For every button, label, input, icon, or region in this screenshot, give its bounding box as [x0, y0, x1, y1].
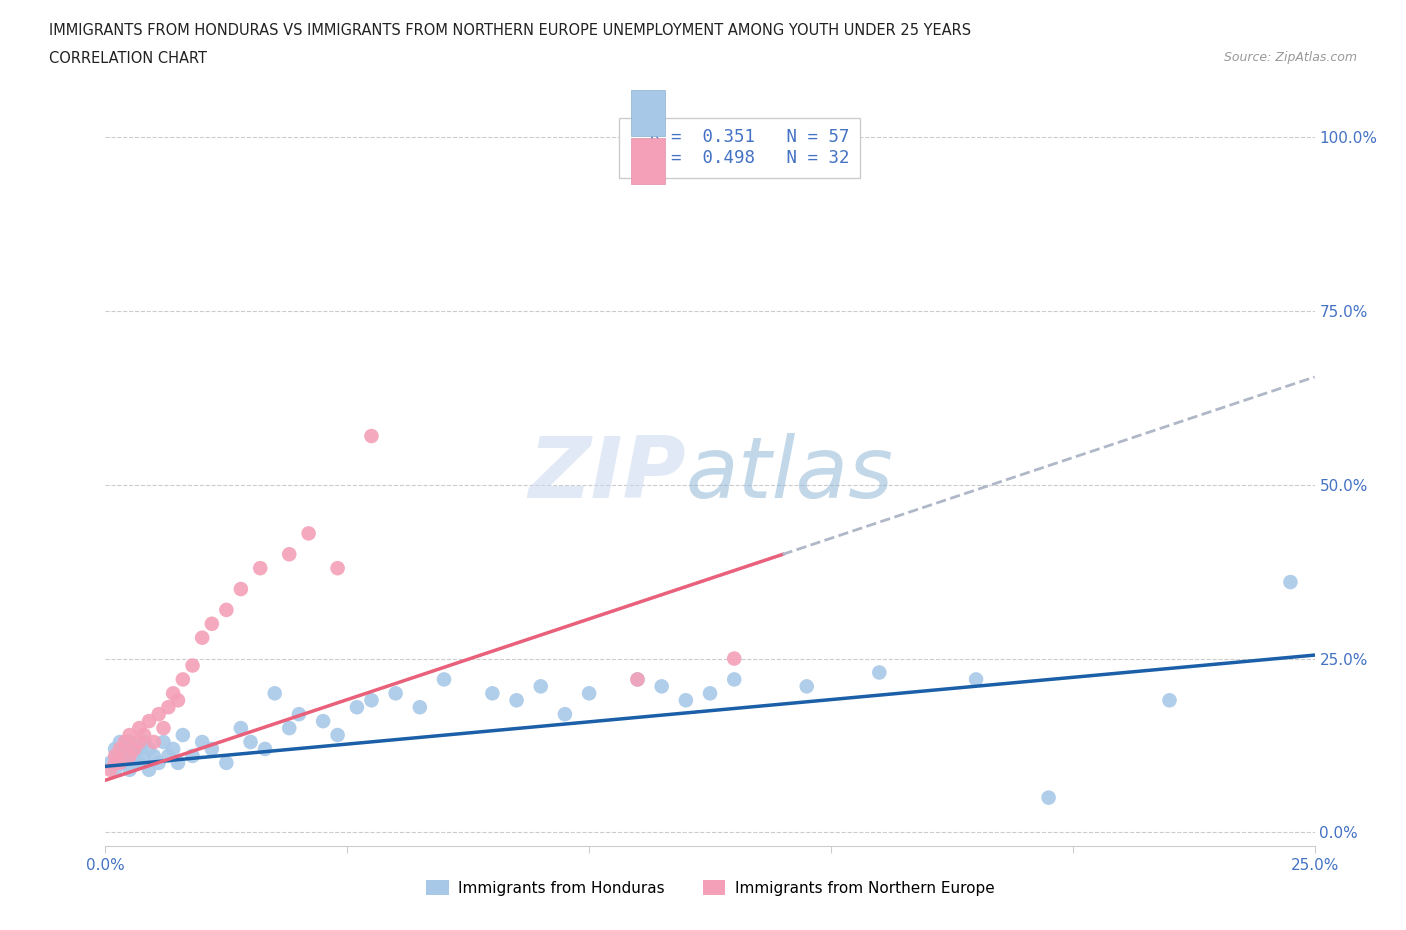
- Point: [215, 755, 238, 770]
- Point: [138, 741, 160, 756]
- Point: [118, 763, 141, 777]
- Point: [326, 561, 349, 576]
- Point: [162, 686, 184, 701]
- Point: [215, 603, 238, 618]
- Point: [651, 679, 673, 694]
- Point: [229, 581, 252, 596]
- Point: [278, 547, 301, 562]
- Text: ZIP: ZIP: [529, 432, 686, 516]
- Text: R =  0.351   N = 57
  R =  0.498   N = 32: R = 0.351 N = 57 R = 0.498 N = 32: [628, 128, 849, 167]
- Point: [723, 672, 745, 687]
- Point: [108, 749, 131, 764]
- Point: [249, 561, 271, 576]
- Point: [554, 707, 576, 722]
- Point: [409, 699, 432, 714]
- Point: [433, 672, 456, 687]
- Point: [148, 755, 170, 770]
- Point: [172, 727, 194, 742]
- Point: [675, 693, 697, 708]
- Point: [181, 658, 204, 673]
- Point: [723, 651, 745, 666]
- Point: [530, 679, 553, 694]
- Point: [1038, 790, 1060, 805]
- Legend: Immigrants from Honduras, Immigrants from Northern Europe: Immigrants from Honduras, Immigrants fro…: [419, 873, 1001, 902]
- Point: [278, 721, 301, 736]
- Point: [360, 693, 382, 708]
- Point: [138, 763, 160, 777]
- Point: [128, 721, 150, 736]
- Point: [104, 749, 127, 764]
- FancyBboxPatch shape: [631, 89, 665, 136]
- Point: [108, 741, 131, 756]
- Point: [1279, 575, 1302, 590]
- Point: [297, 526, 319, 541]
- Point: [118, 735, 141, 750]
- Point: [124, 755, 146, 770]
- Point: [162, 741, 184, 756]
- Point: [239, 735, 262, 750]
- Point: [263, 686, 285, 701]
- Point: [134, 727, 156, 742]
- Point: [481, 686, 503, 701]
- Text: atlas: atlas: [686, 432, 894, 516]
- Point: [254, 741, 277, 756]
- Point: [578, 686, 600, 701]
- Point: [114, 735, 136, 750]
- Point: [288, 707, 311, 722]
- Point: [134, 735, 156, 750]
- Point: [157, 699, 180, 714]
- Point: [118, 727, 141, 742]
- FancyBboxPatch shape: [631, 138, 665, 184]
- Point: [108, 735, 131, 750]
- Point: [384, 686, 406, 701]
- Point: [172, 672, 194, 687]
- Point: [104, 755, 127, 770]
- Point: [201, 617, 224, 631]
- Point: [152, 721, 174, 736]
- Point: [626, 672, 648, 687]
- Point: [104, 741, 127, 756]
- Point: [128, 755, 150, 770]
- Text: CORRELATION CHART: CORRELATION CHART: [49, 51, 207, 66]
- Point: [965, 672, 987, 687]
- Point: [191, 735, 214, 750]
- Point: [346, 699, 368, 714]
- Point: [114, 755, 136, 770]
- Point: [868, 665, 890, 680]
- Point: [104, 763, 127, 777]
- Point: [505, 693, 527, 708]
- Point: [360, 429, 382, 444]
- Point: [312, 713, 335, 728]
- Point: [124, 741, 146, 756]
- Point: [229, 721, 252, 736]
- Point: [98, 763, 121, 777]
- Point: [152, 735, 174, 750]
- Point: [326, 727, 349, 742]
- Point: [118, 749, 141, 764]
- Point: [134, 749, 156, 764]
- Point: [124, 749, 146, 764]
- Point: [148, 707, 170, 722]
- Point: [98, 755, 121, 770]
- Text: IMMIGRANTS FROM HONDURAS VS IMMIGRANTS FROM NORTHERN EUROPE UNEMPLOYMENT AMONG Y: IMMIGRANTS FROM HONDURAS VS IMMIGRANTS F…: [49, 23, 972, 38]
- Point: [128, 735, 150, 750]
- Point: [114, 741, 136, 756]
- Point: [128, 741, 150, 756]
- Point: [108, 755, 131, 770]
- Point: [181, 749, 204, 764]
- Text: Source: ZipAtlas.com: Source: ZipAtlas.com: [1223, 51, 1357, 64]
- Point: [699, 686, 721, 701]
- Point: [1159, 693, 1181, 708]
- Point: [138, 713, 160, 728]
- Point: [142, 749, 165, 764]
- Point: [142, 735, 165, 750]
- Point: [167, 755, 190, 770]
- Point: [157, 749, 180, 764]
- Point: [796, 679, 818, 694]
- Point: [626, 672, 648, 687]
- Point: [201, 741, 224, 756]
- Point: [191, 631, 214, 645]
- Point: [167, 693, 190, 708]
